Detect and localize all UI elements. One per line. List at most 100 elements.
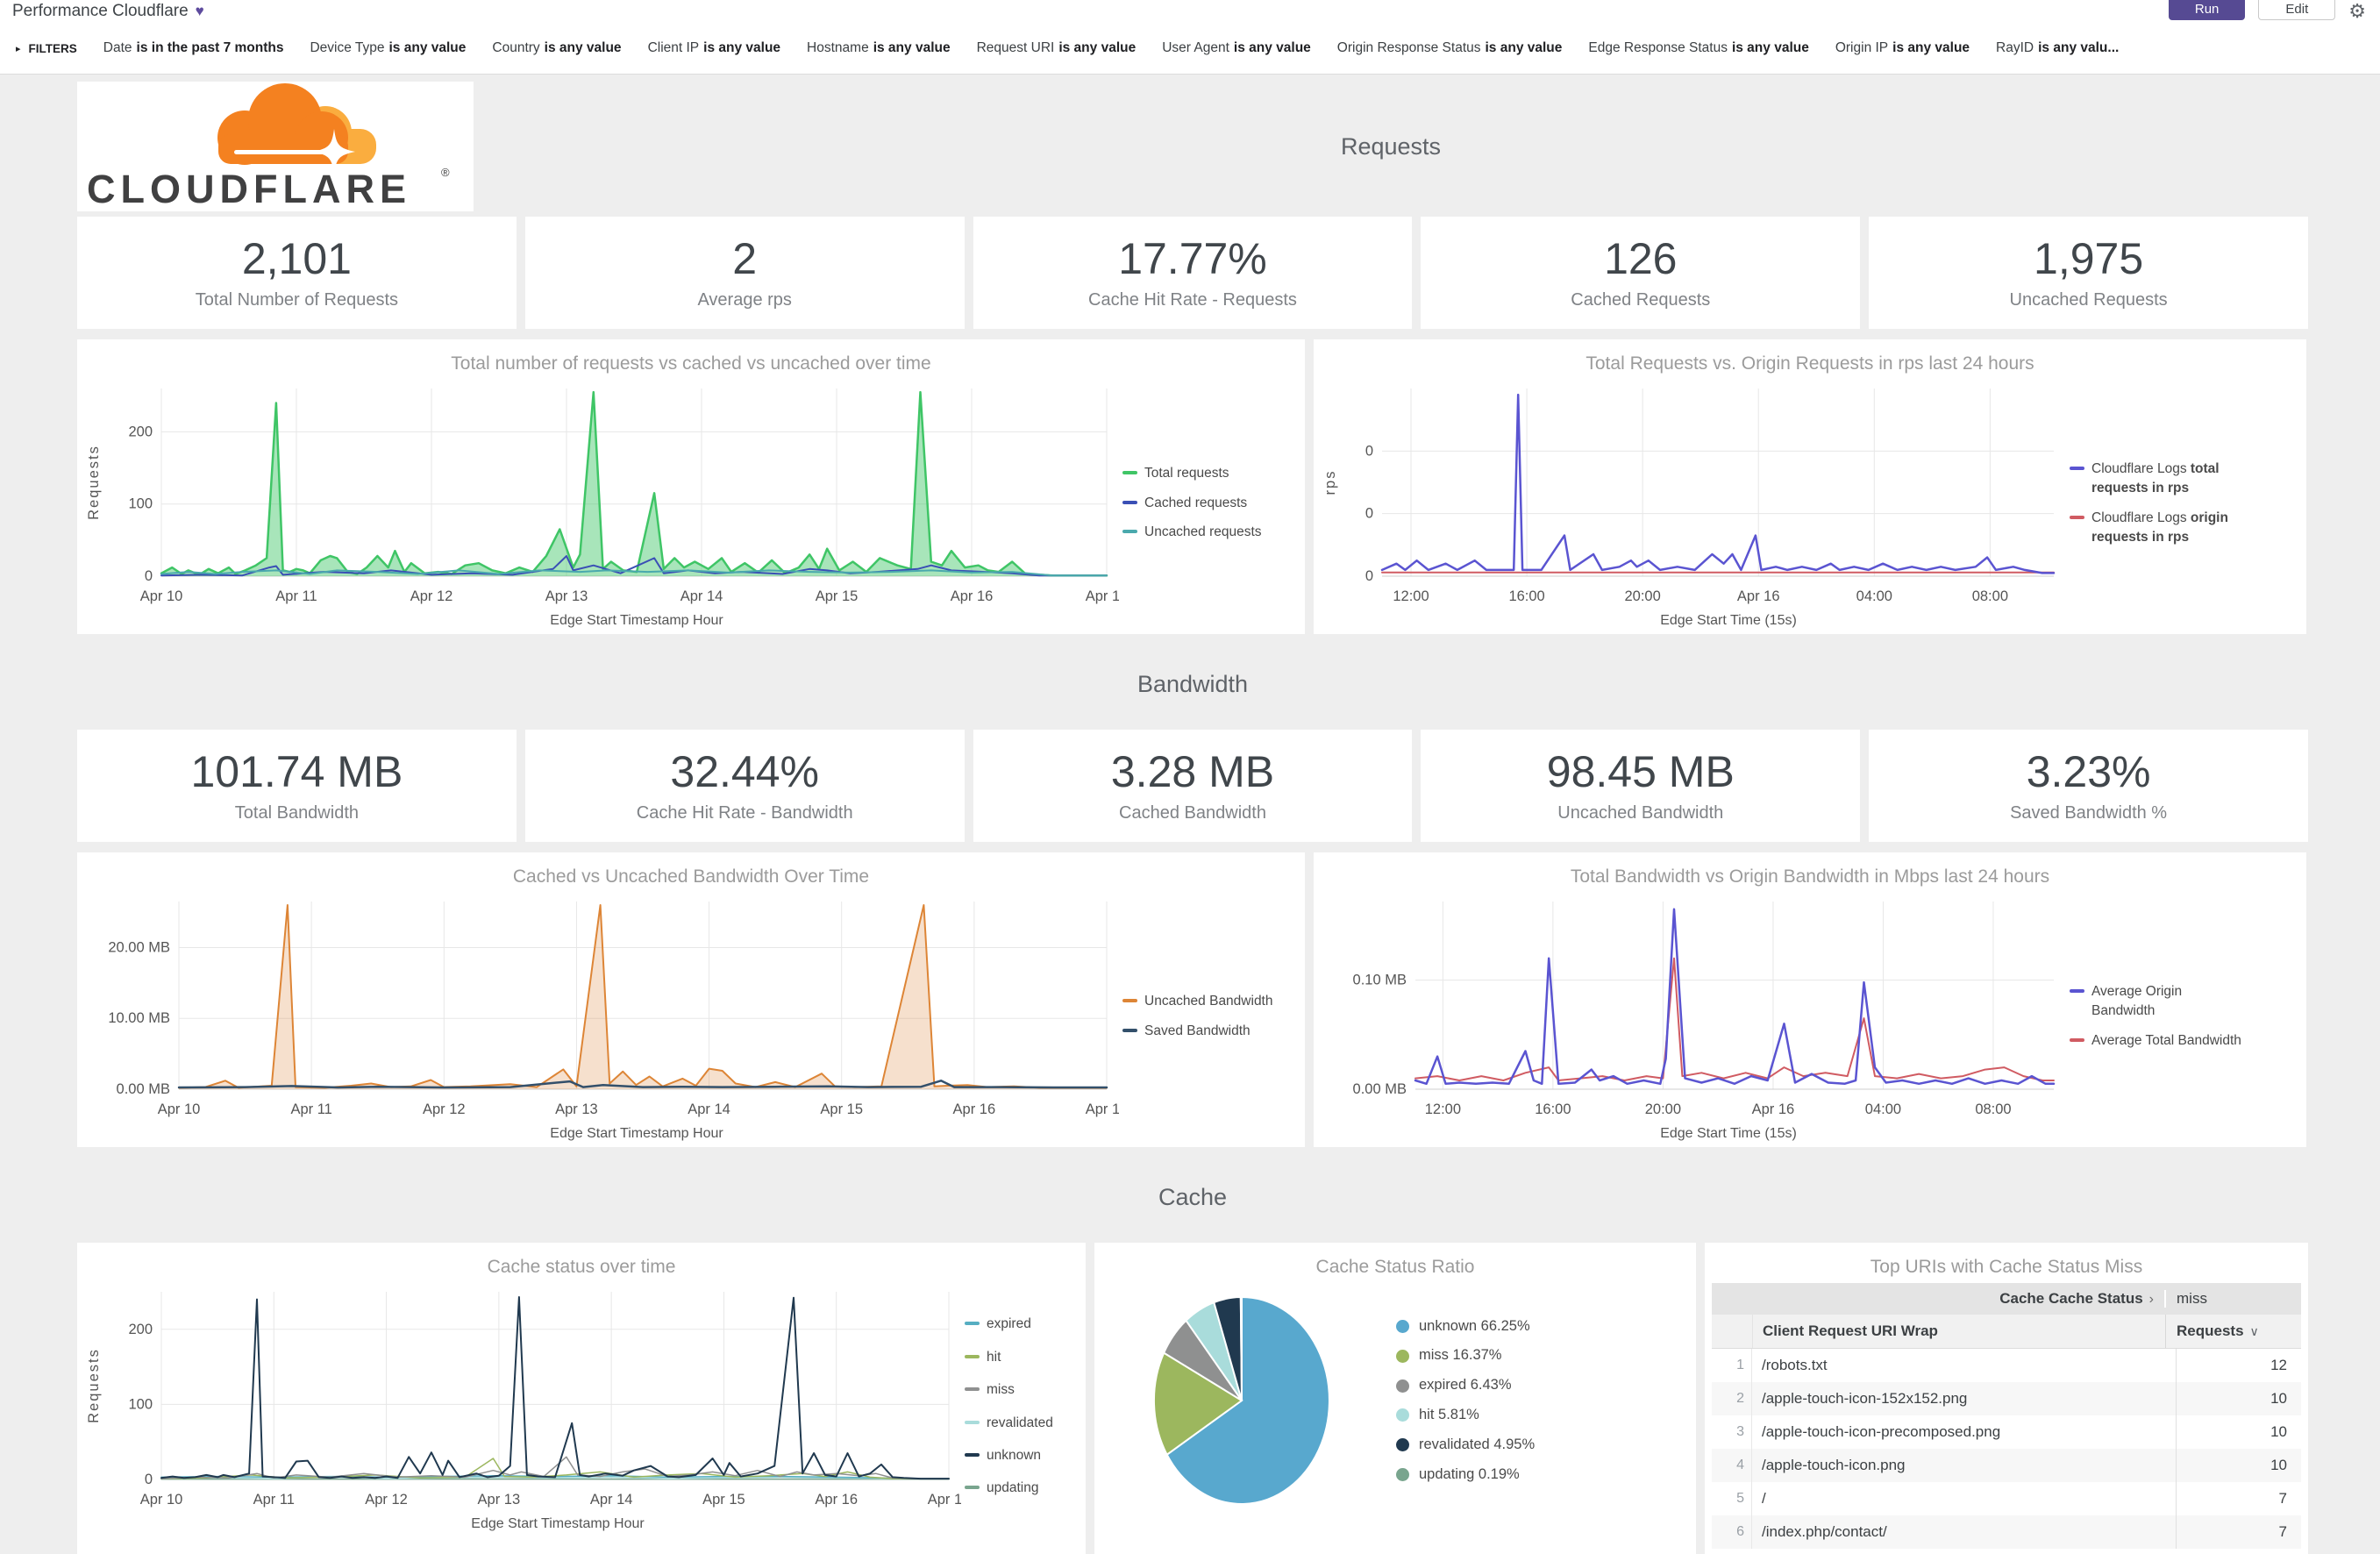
cloudflare-logo: CLOUDFLARE ® bbox=[77, 82, 474, 211]
legend-swatch bbox=[965, 1322, 980, 1326]
filter-item-date[interactable]: Date is in the past 7 months bbox=[103, 40, 284, 55]
legend-item-saved-bandwidth: Saved Bandwidth bbox=[1122, 1022, 1273, 1041]
filter-item-origin-response-status[interactable]: Origin Response Status is any value bbox=[1336, 40, 1563, 55]
filter-item-request-uri[interactable]: Request URI is any value bbox=[976, 40, 1137, 55]
pivot-field-header[interactable]: Cache Cache Status › bbox=[1712, 1290, 2166, 1308]
legend-item-revalidated: revalidated 4.95% bbox=[1396, 1436, 1535, 1454]
dashboard-content: CLOUDFLARE ® Requests 2,101 Total Number … bbox=[0, 75, 2380, 1554]
cache-status-ratio-pie bbox=[1153, 1295, 1330, 1505]
table-row: 5/7 bbox=[1712, 1482, 2301, 1515]
legend-item-revalidated: revalidated bbox=[965, 1414, 1053, 1433]
kpi-cache-hit-rate-requests: 17.77% Cache Hit Rate - Requests bbox=[973, 217, 1413, 329]
rps-last-24h-chart: 12:00 16:00 20:00 Apr 16 04:00 08:00 0 0 0 rps bbox=[1322, 388, 2056, 604]
chart-title: Total Bandwidth vs Origin Bandwidth in M… bbox=[1570, 866, 2050, 887]
table-row: 6/index.php/contact/7 bbox=[1712, 1515, 2301, 1549]
svg-text:20.00 MB: 20.00 MB bbox=[108, 939, 170, 955]
svg-text:08:00: 08:00 bbox=[1975, 1101, 2011, 1117]
svg-text:Apr 13: Apr 13 bbox=[545, 588, 588, 604]
legend-item-total-rps: Cloudflare Logs total requests in rps bbox=[2070, 460, 2242, 499]
legend-item-origin-rps: Cloudflare Logs origin requests in rps bbox=[2070, 509, 2242, 548]
svg-text:0: 0 bbox=[1365, 506, 1373, 522]
svg-text:Apr 14: Apr 14 bbox=[688, 1101, 730, 1117]
filter-item-client-ip[interactable]: Client IP is any value bbox=[647, 40, 781, 55]
sparkle-icon bbox=[313, 128, 355, 175]
legend-item-unknown: unknown 66.25% bbox=[1396, 1318, 1535, 1336]
svg-text:20:00: 20:00 bbox=[1625, 588, 1661, 604]
legend-swatch bbox=[1122, 999, 1137, 1003]
legend-dot bbox=[1396, 1408, 1409, 1422]
svg-text:Apr 14: Apr 14 bbox=[590, 1492, 633, 1508]
kpi-cache-hit-rate-bandwidth: 32.44% Cache Hit Rate - Bandwidth bbox=[524, 730, 965, 842]
chart-title: Total Requests vs. Origin Requests in rp… bbox=[1585, 353, 2034, 374]
panel-cache-status-ratio: Cache Status Ratio unknown 66.25% miss 1… bbox=[1094, 1243, 1696, 1554]
run-button[interactable]: Run bbox=[2168, 0, 2246, 20]
chart-legend: expired hit miss revalidated unknown upd… bbox=[961, 1315, 1053, 1499]
chart-title: Cached vs Uncached Bandwidth Over Time bbox=[512, 866, 870, 887]
svg-text:12:00: 12:00 bbox=[1393, 588, 1429, 604]
heart-icon: ♥ bbox=[195, 3, 204, 19]
chart-title: Total number of requests vs cached vs un… bbox=[451, 353, 931, 374]
requests-charts-row: Total number of requests vs cached vs un… bbox=[77, 339, 2308, 634]
x-axis-label: Edge Start Time (15s) bbox=[1660, 613, 1797, 628]
top-bar: Performance Cloudflare ♥ Run Edit ⚙ bbox=[0, 0, 2380, 23]
filter-item-origin-ip[interactable]: Origin IP is any value bbox=[1835, 40, 1970, 55]
bandwidth-last-24h-chart: 12:00 16:00 20:00 Apr 16 04:00 08:00 0.00 MB 0.… bbox=[1353, 902, 2056, 1117]
filter-item-country[interactable]: Country is any value bbox=[492, 40, 622, 55]
svg-text:200: 200 bbox=[128, 424, 153, 439]
svg-text:16:00: 16:00 bbox=[1535, 1101, 1571, 1117]
legend-swatch bbox=[965, 1387, 980, 1392]
svg-text:Apr 15: Apr 15 bbox=[816, 588, 859, 604]
legend-item-average-origin-bandwidth: Average Origin Bandwidth bbox=[2070, 982, 2242, 1022]
registered-mark: ® bbox=[441, 166, 450, 179]
legend-item-average-total-bandwidth: Average Total Bandwidth bbox=[2070, 1031, 2242, 1051]
gear-icon[interactable]: ⚙ bbox=[2348, 0, 2366, 22]
legend-item-hit: hit bbox=[965, 1348, 1053, 1367]
svg-text:Apr 11: Apr 11 bbox=[290, 1101, 331, 1117]
legend-item-cached-requests: Cached requests bbox=[1122, 494, 1262, 513]
svg-text:20:00: 20:00 bbox=[1645, 1101, 1681, 1117]
legend-swatch bbox=[1122, 530, 1137, 534]
table-title: Top URIs with Cache Status Miss bbox=[1870, 1257, 2143, 1277]
legend-swatch bbox=[965, 1452, 980, 1457]
legend-item-uncached-bandwidth: Uncached Bandwidth bbox=[1122, 992, 1273, 1011]
cache-row: Cache status over time Apr 10 Apr 11 Apr 1… bbox=[77, 1243, 2308, 1554]
legend-item-updating: updating bbox=[965, 1479, 1053, 1498]
filter-item-rayid[interactable]: RayID is any valu... bbox=[1996, 40, 2120, 55]
pivot-header-row: Cache Cache Status › miss bbox=[1712, 1283, 2301, 1315]
legend-dot bbox=[1396, 1320, 1409, 1333]
filter-item-device-type[interactable]: Device Type is any value bbox=[310, 40, 467, 55]
edit-button[interactable]: Edit bbox=[2258, 0, 2336, 20]
chart-legend: Uncached Bandwidth Saved Bandwidth bbox=[1119, 992, 1273, 1041]
svg-text:Requests: Requests bbox=[86, 445, 102, 520]
svg-text:Apr 17: Apr 17 bbox=[928, 1492, 961, 1508]
svg-text:Apr 16: Apr 16 bbox=[1737, 588, 1780, 604]
svg-text:0: 0 bbox=[145, 1472, 153, 1487]
svg-text:rps: rps bbox=[1322, 470, 1338, 495]
legend-item-miss: miss bbox=[965, 1380, 1053, 1400]
kpi-row-bandwidth: 101.74 MB Total Bandwidth 32.44% Cache Hit… bbox=[77, 730, 2308, 842]
uri-column-header[interactable]: Client Request URI Wrap bbox=[1753, 1315, 2166, 1348]
svg-text:Apr 11: Apr 11 bbox=[253, 1492, 295, 1508]
filter-item-hostname[interactable]: Hostname is any value bbox=[807, 40, 951, 55]
svg-text:Apr 17: Apr 17 bbox=[1086, 588, 1119, 604]
legend-item-uncached-requests: Uncached requests bbox=[1122, 523, 1262, 542]
svg-text:100: 100 bbox=[128, 1396, 153, 1412]
legend-swatch bbox=[2070, 1037, 2084, 1042]
svg-text:0.00 MB: 0.00 MB bbox=[1353, 1081, 1407, 1097]
cloudflare-logo-image: CLOUDFLARE ® bbox=[87, 82, 450, 210]
filter-item-edge-response-status[interactable]: Edge Response Status is any value bbox=[1588, 40, 1809, 55]
filters-toggle[interactable]: ▸ FILTERS bbox=[16, 42, 77, 55]
legend-dot bbox=[1396, 1467, 1409, 1481]
legend-swatch bbox=[965, 1486, 980, 1490]
table-row: 2/apple-touch-icon-152x152.png 10 bbox=[1712, 1382, 2301, 1415]
filter-item-user-agent[interactable]: User Agent is any value bbox=[1162, 40, 1311, 55]
legend-item-expired: expired bbox=[965, 1315, 1053, 1334]
chevron-right-icon: › bbox=[2148, 1292, 2154, 1307]
svg-text:10.00 MB: 10.00 MB bbox=[108, 1010, 170, 1026]
topbar-actions: Run Edit ⚙ bbox=[2168, 0, 2366, 23]
panel-rps-last-24h: Total Requests vs. Origin Requests in rp… bbox=[1314, 339, 2306, 634]
legend-dot bbox=[1396, 1379, 1409, 1393]
bandwidth-over-time-chart: Apr 10 Apr 11 Apr 12 Apr 13 Apr 14 Apr 15 Apr … bbox=[108, 902, 1119, 1117]
panel-bandwidth-last-24h: Total Bandwidth vs Origin Bandwidth in M… bbox=[1314, 852, 2306, 1147]
requests-column-header[interactable]: Requests ∨ bbox=[2177, 1322, 2259, 1339]
